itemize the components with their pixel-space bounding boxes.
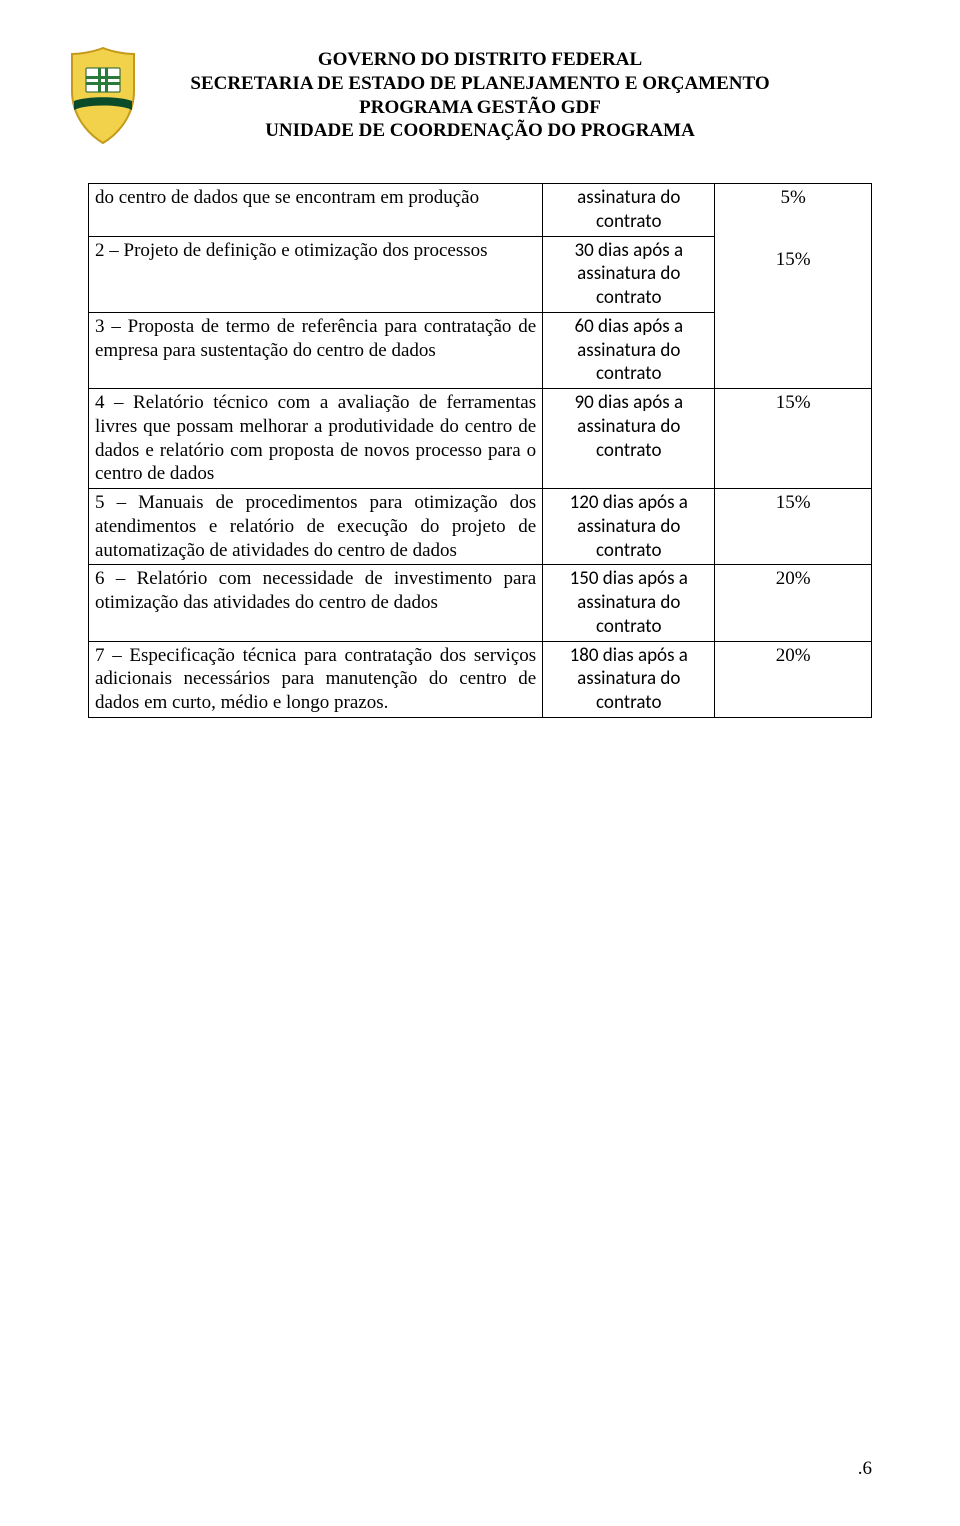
percent-value: 5% xyxy=(719,186,867,210)
percent-value: 15% xyxy=(719,248,867,272)
header-line-1: GOVERNO DO DISTRITO FEDERAL xyxy=(88,48,872,72)
shield-outline xyxy=(72,48,134,143)
cell-deadline: 120 dias após a assinatura do contrato xyxy=(543,489,715,565)
cell-description: 2 – Projeto de definição e otimização do… xyxy=(89,236,543,312)
page-number: .6 xyxy=(858,1458,872,1480)
document-header: GOVERNO DO DISTRITO FEDERAL SECRETARIA D… xyxy=(88,48,872,143)
header-line-4: UNIDADE DE COORDENAÇÃO DO PROGRAMA xyxy=(88,119,872,143)
table-row: do centro de dados que se encontram em p… xyxy=(89,184,872,237)
cell-description: 6 – Relatório com necessidade de investi… xyxy=(89,565,543,641)
cell-percent: 20% xyxy=(715,565,872,641)
cell-deadline: 150 dias após a assinatura do contrato xyxy=(543,565,715,641)
header-line-2: SECRETARIA DE ESTADO DE PLANEJAMENTO E O… xyxy=(88,72,872,96)
gdf-crest-icon xyxy=(68,46,138,146)
cell-deadline: 60 dias após a assinatura do contrato xyxy=(543,312,715,388)
cell-description: 3 – Proposta de termo de referência para… xyxy=(89,312,543,388)
cell-percent: 5% 15% xyxy=(715,184,872,389)
cell-description: 7 – Especificação técnica para contrataç… xyxy=(89,641,543,717)
header-line-3: PROGRAMA GESTÃO GDF xyxy=(88,96,872,120)
cell-deadline: 90 dias após a assinatura do contrato xyxy=(543,389,715,489)
cell-deadline: 180 dias após a assinatura do contrato xyxy=(543,641,715,717)
table-row: 7 – Especificação técnica para contrataç… xyxy=(89,641,872,717)
cell-description: do centro de dados que se encontram em p… xyxy=(89,184,543,237)
table-row: 4 – Relatório técnico com a avaliação de… xyxy=(89,389,872,489)
cell-description: 4 – Relatório técnico com a avaliação de… xyxy=(89,389,543,489)
cell-percent: 15% xyxy=(715,489,872,565)
cell-deadline: 30 dias após a assinatura do contrato xyxy=(543,236,715,312)
cell-percent: 20% xyxy=(715,641,872,717)
deliverables-table: do centro de dados que se encontram em p… xyxy=(88,183,872,718)
cell-description: 5 – Manuais de procedimentos para otimiz… xyxy=(89,489,543,565)
table-row: 5 – Manuais de procedimentos para otimiz… xyxy=(89,489,872,565)
table-row: 6 – Relatório com necessidade de investi… xyxy=(89,565,872,641)
cell-percent: 15% xyxy=(715,389,872,489)
cell-deadline: assinatura do contrato xyxy=(543,184,715,237)
